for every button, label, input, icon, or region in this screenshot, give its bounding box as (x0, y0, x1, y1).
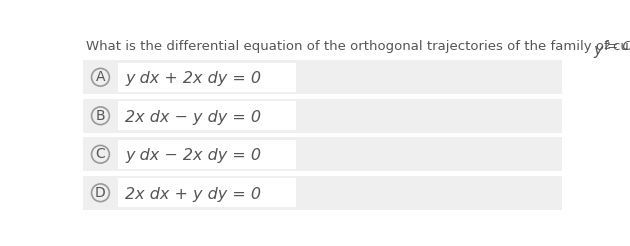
Text: D: D (95, 186, 106, 200)
Text: = Cx ?: = Cx ? (607, 40, 630, 53)
Text: B: B (96, 109, 105, 123)
FancyBboxPatch shape (83, 60, 561, 94)
Text: y dx − 2x dy = 0: y dx − 2x dy = 0 (125, 148, 261, 163)
Text: A: A (96, 70, 105, 84)
Text: What is the differential equation of the orthogonal trajectories of the family o: What is the differential equation of the… (86, 40, 630, 53)
FancyBboxPatch shape (83, 99, 561, 133)
FancyBboxPatch shape (83, 137, 561, 171)
Text: $\mathit{y}^{2}$: $\mathit{y}^{2}$ (593, 40, 611, 61)
FancyBboxPatch shape (118, 101, 295, 130)
Text: C: C (96, 147, 105, 161)
FancyBboxPatch shape (83, 176, 561, 210)
Text: y dx + 2x dy = 0: y dx + 2x dy = 0 (125, 71, 261, 86)
Text: 2x dx − y dy = 0: 2x dx − y dy = 0 (125, 110, 261, 125)
Text: 2x dx + y dy = 0: 2x dx + y dy = 0 (125, 187, 261, 202)
FancyBboxPatch shape (118, 140, 295, 169)
FancyBboxPatch shape (118, 178, 295, 207)
FancyBboxPatch shape (118, 63, 295, 92)
